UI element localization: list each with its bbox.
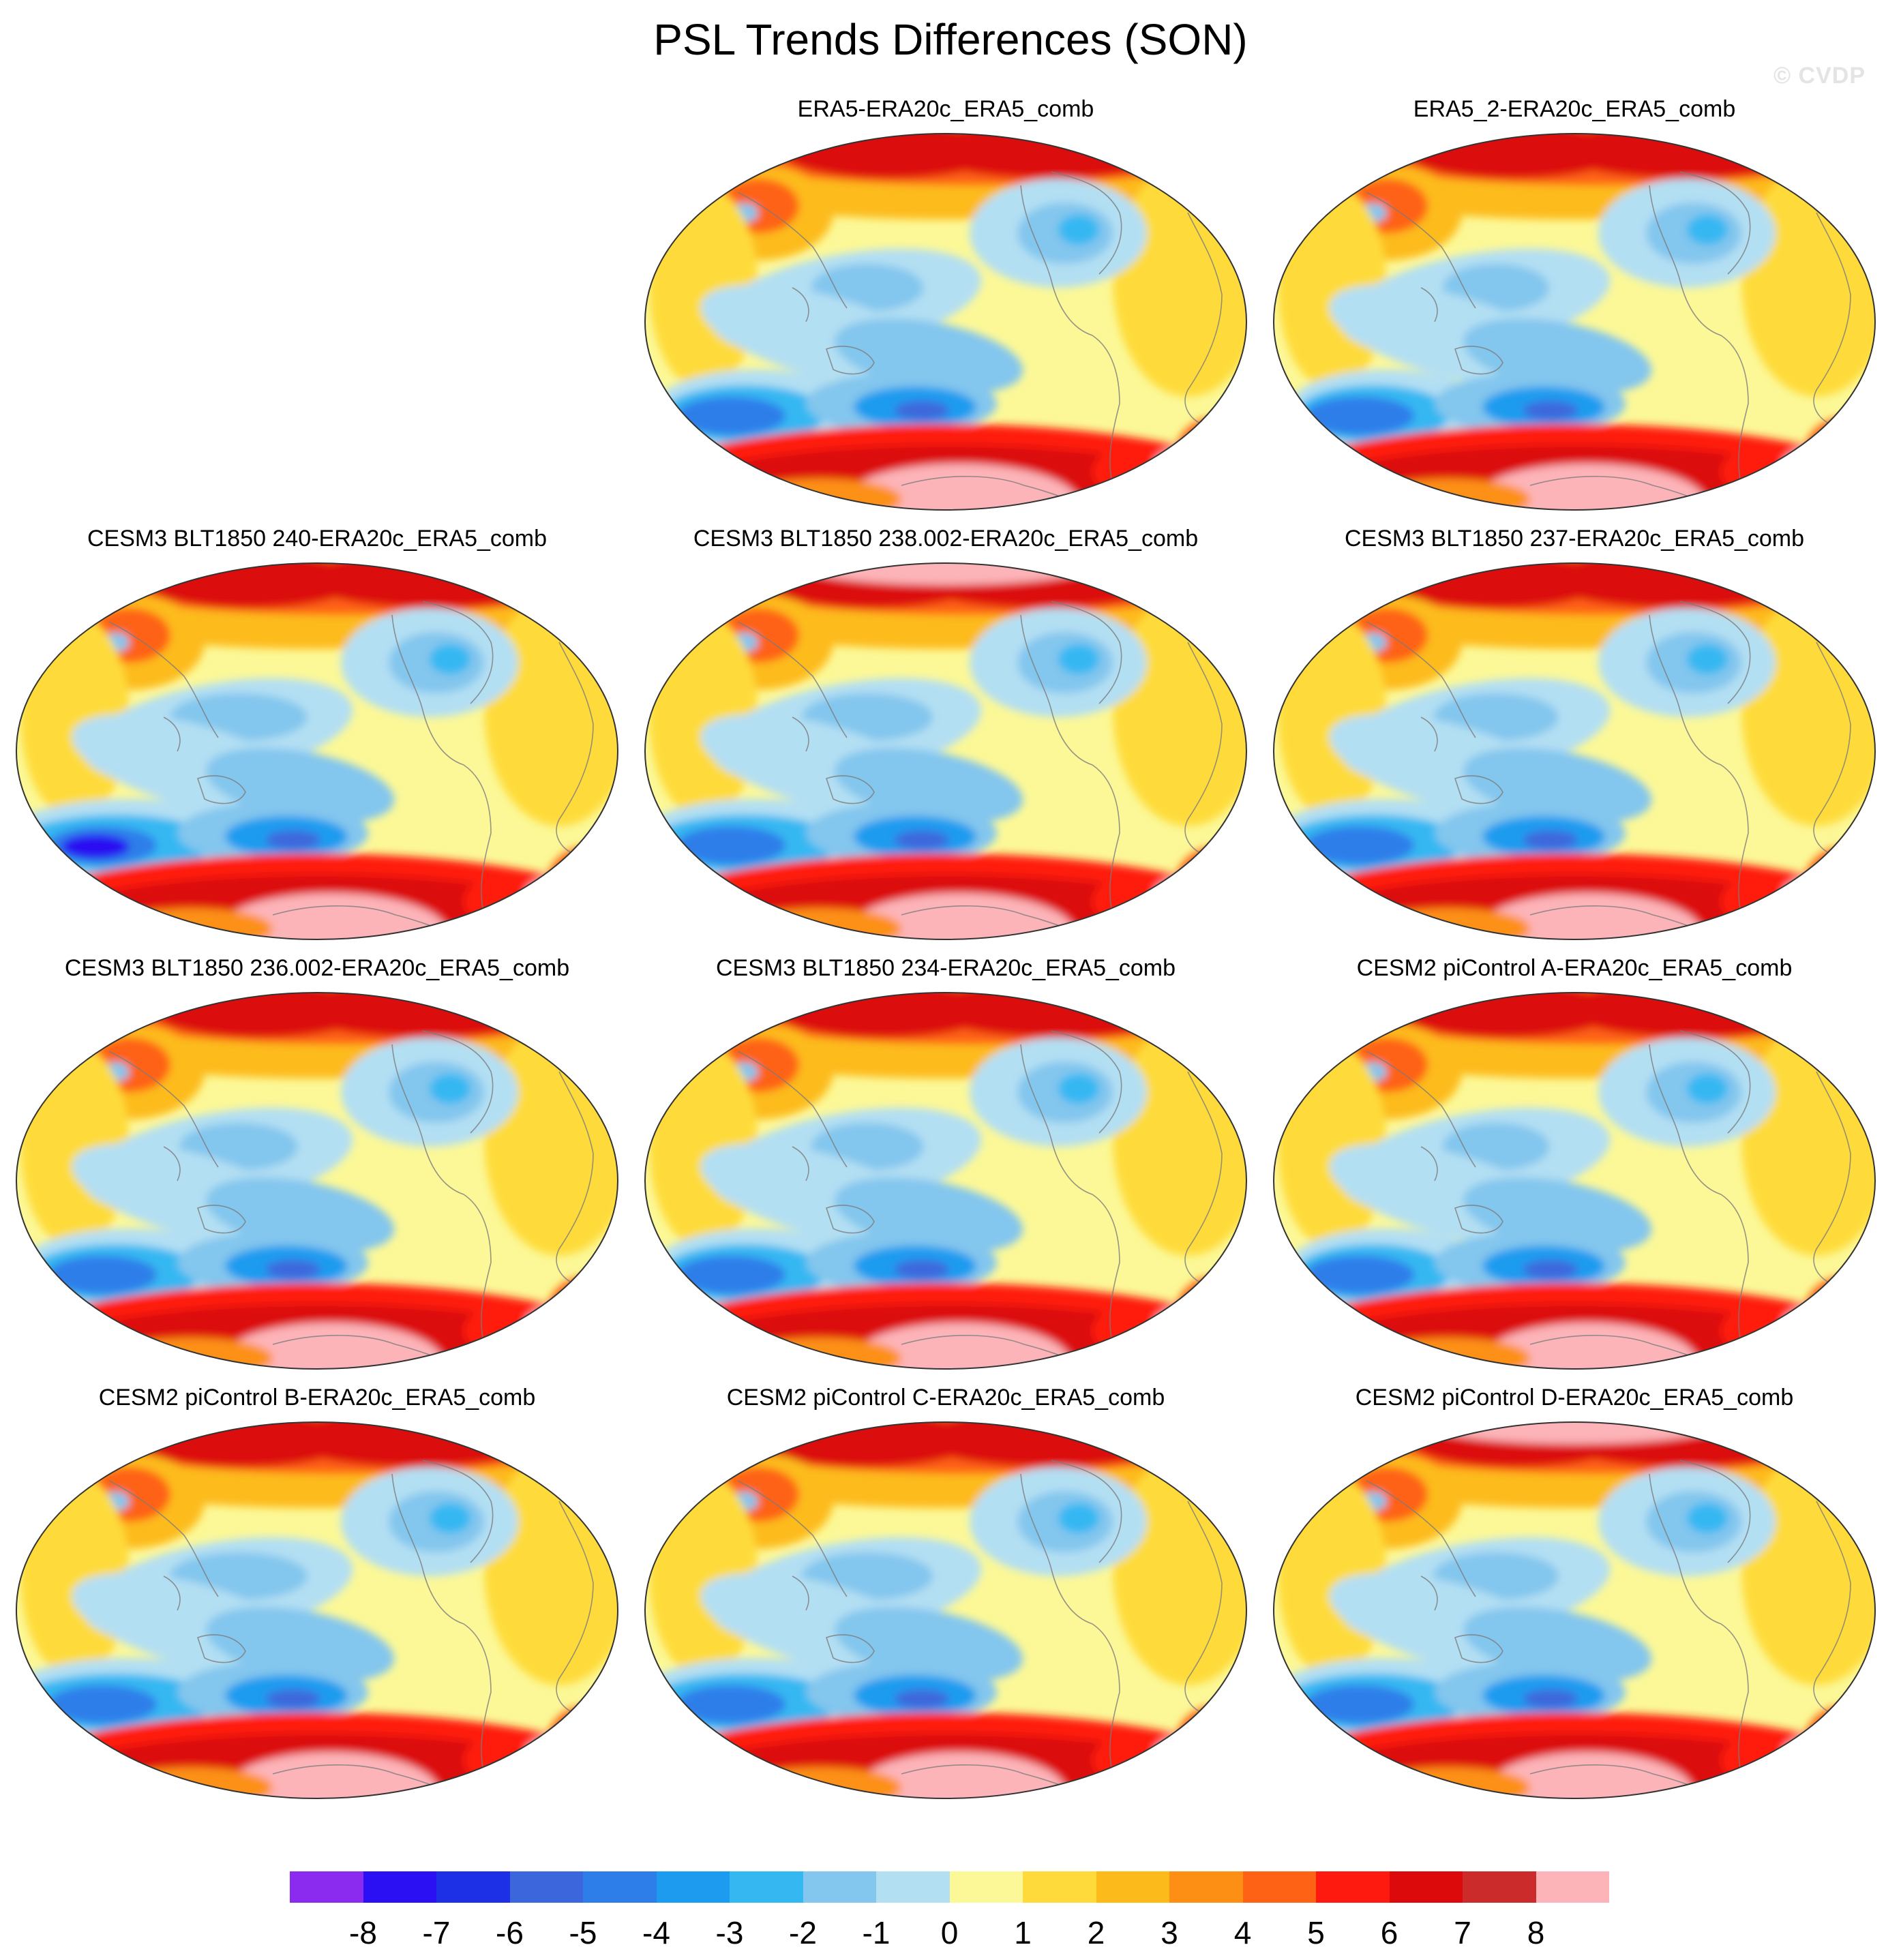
- map-panel: CESM2 piControl B-ERA20c_ERA5_comb: [7, 1384, 627, 1813]
- panel-title: ERA5-ERA20c_ERA5_comb: [797, 96, 1094, 122]
- robinson-projection-map: [644, 992, 1247, 1370]
- map-panel: CESM3 BLT1850 237-ERA20c_ERA5_comb: [1264, 525, 1885, 954]
- colorbar-label: 3: [1161, 1915, 1178, 1950]
- panel-title: CESM2 piControl B-ERA20c_ERA5_comb: [98, 1385, 536, 1411]
- colorbar-label: -7: [422, 1915, 451, 1950]
- colorbar-swatch: [949, 1871, 1023, 1903]
- colorbar-swatch: [1096, 1871, 1169, 1903]
- colorbar-label: -3: [715, 1915, 744, 1950]
- robinson-projection-map: [1273, 1421, 1876, 1799]
- colorbar-label: 2: [1087, 1915, 1105, 1950]
- colorbar-swatch: [509, 1871, 583, 1903]
- colorbar-swatch: [363, 1871, 436, 1903]
- colorbar-swatch: [1316, 1871, 1390, 1903]
- panel-title: CESM2 piControl C-ERA20c_ERA5_comb: [726, 1385, 1165, 1411]
- panel-title: CESM2 piControl A-ERA20c_ERA5_comb: [1356, 955, 1793, 981]
- colorbar-swatch: [1242, 1871, 1316, 1903]
- robinson-projection-map: [644, 1421, 1247, 1799]
- robinson-projection-map: [644, 133, 1247, 511]
- colorbar-label: 7: [1454, 1915, 1471, 1950]
- colorbar-swatch: [876, 1871, 950, 1903]
- robinson-projection-map: [644, 562, 1247, 940]
- map-panel: CESM3 BLT1850 238.002-ERA20c_ERA5_comb: [635, 525, 1256, 954]
- colorbar-swatch: [1463, 1871, 1536, 1903]
- map-panel: CESM3 BLT1850 240-ERA20c_ERA5_comb: [7, 525, 627, 954]
- panel-title: CESM3 BLT1850 238.002-ERA20c_ERA5_comb: [693, 526, 1199, 552]
- map-panel: CESM2 piControl A-ERA20c_ERA5_comb: [1264, 954, 1885, 1384]
- map-panel: CESM2 piControl C-ERA20c_ERA5_comb: [635, 1384, 1256, 1813]
- colorbar-label: -1: [862, 1915, 890, 1950]
- panel-title: CESM3 BLT1850 234-ERA20c_ERA5_comb: [715, 955, 1176, 981]
- colorbar-swatch: [1536, 1871, 1609, 1903]
- colorbar-swatch: [436, 1871, 510, 1903]
- panel-title: CESM3 BLT1850 236.002-ERA20c_ERA5_comb: [64, 955, 570, 981]
- colorbar-swatch: [730, 1871, 803, 1903]
- panel-title: CESM3 BLT1850 237-ERA20c_ERA5_comb: [1344, 526, 1805, 552]
- map-panel: ERA5_2-ERA20c_ERA5_comb: [1264, 95, 1885, 525]
- map-panel: ERA5-ERA20c_ERA5_comb: [635, 95, 1256, 525]
- figure-title: PSL Trends Differences (SON): [653, 15, 1248, 64]
- map-panel: CESM2 piControl D-ERA20c_ERA5_comb: [1264, 1384, 1885, 1813]
- colorbar-label: -4: [642, 1915, 670, 1950]
- robinson-projection-map: [1273, 133, 1876, 511]
- credit-watermark: © CVDP: [1773, 63, 1866, 89]
- panel-title: ERA5_2-ERA20c_ERA5_comb: [1413, 96, 1736, 122]
- robinson-projection-map: [16, 1421, 618, 1799]
- colorbar-swatch: [290, 1871, 363, 1903]
- colorbar-label: -2: [789, 1915, 817, 1950]
- colorbar-swatch: [583, 1871, 657, 1903]
- robinson-projection-map: [1273, 992, 1876, 1370]
- colorbar-label: -6: [496, 1915, 524, 1950]
- robinson-projection-map: [16, 562, 618, 940]
- colorbar-swatch: [656, 1871, 730, 1903]
- panel-title: CESM3 BLT1850 240-ERA20c_ERA5_comb: [87, 526, 548, 552]
- colorbar-label: -8: [349, 1915, 377, 1950]
- panel-title: CESM2 piControl D-ERA20c_ERA5_comb: [1355, 1385, 1794, 1411]
- colorbar-swatch: [1169, 1871, 1243, 1903]
- colorbar-label: 5: [1307, 1915, 1325, 1950]
- colorbar-swatch: [803, 1871, 876, 1903]
- colorbar-label: 1: [1014, 1915, 1032, 1950]
- robinson-projection-map: [1273, 562, 1876, 940]
- map-panel: CESM3 BLT1850 236.002-ERA20c_ERA5_comb: [7, 954, 627, 1384]
- map-panel: CESM3 BLT1850 234-ERA20c_ERA5_comb: [635, 954, 1256, 1384]
- colorbar-label: 6: [1380, 1915, 1398, 1950]
- robinson-projection-map: [16, 992, 618, 1370]
- colorbar-swatch: [1389, 1871, 1463, 1903]
- colorbar-label: 4: [1233, 1915, 1252, 1950]
- colorbar-label: 0: [940, 1915, 959, 1950]
- colorbar-swatch: [1023, 1871, 1096, 1903]
- colorbar-label: -5: [569, 1915, 597, 1950]
- colorbar-label: 8: [1527, 1915, 1545, 1950]
